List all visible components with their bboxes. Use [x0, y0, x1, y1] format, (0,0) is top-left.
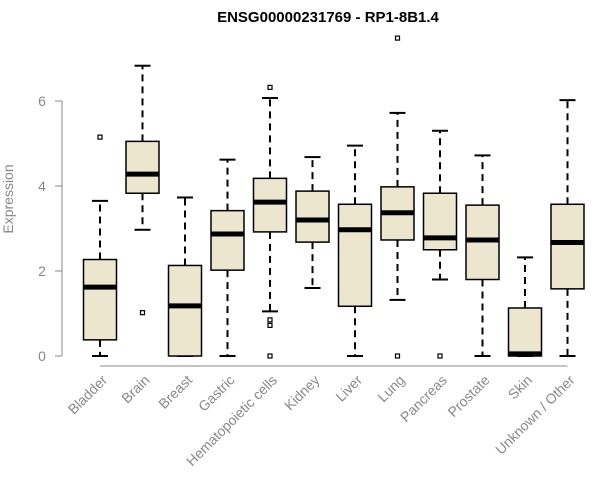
outlier-point: [267, 353, 273, 359]
box-breast: [167, 196, 203, 357]
x-tick-label: Breast: [155, 372, 195, 412]
y-tick-label: 2: [38, 263, 46, 279]
outlier-point: [394, 35, 401, 41]
x-tick-label: Brain: [118, 372, 152, 406]
x-tick-label: Skin: [505, 372, 536, 403]
box-prostate: [465, 154, 500, 357]
y-axis-label: Expression: [0, 164, 16, 233]
box-iqr: [167, 264, 203, 357]
boxes-group: [82, 35, 585, 359]
box-iqr: [550, 203, 585, 290]
outlier-point: [267, 84, 273, 91]
x-tick-label: Unknown / Other: [492, 372, 578, 458]
y-axis: 0 2 4 6: [38, 93, 568, 367]
outlier-point: [139, 310, 146, 316]
box-kidney: [295, 156, 330, 289]
y-tick-label: 6: [38, 93, 46, 109]
box-iqr: [295, 190, 330, 243]
box-iqr: [337, 203, 373, 308]
box-iqr: [507, 307, 543, 357]
x-tick-label: Liver: [332, 372, 365, 405]
x-tick-label: Prostate: [444, 372, 492, 420]
box-gastric: [210, 158, 245, 357]
box-bladder: [82, 134, 118, 357]
chart-title: ENSG00000231769 - RP1-8B1.4: [217, 9, 439, 26]
x-tick-label: Lung: [374, 372, 407, 405]
box-skin: [507, 256, 543, 357]
box-iqr: [82, 258, 118, 341]
box-iqr: [125, 140, 160, 194]
box-brain: [125, 64, 160, 316]
y-tick-label: 0: [38, 348, 46, 364]
box-lung: [380, 35, 415, 359]
outlier-point: [97, 134, 103, 140]
outlier-point: [394, 353, 401, 359]
x-tick-label: Bladder: [65, 372, 111, 418]
box-liver: [337, 144, 373, 357]
box-iqr: [252, 177, 288, 233]
box-iqr: [422, 192, 458, 251]
x-tick-label: Pancreas: [397, 372, 450, 425]
box-iqr: [210, 209, 245, 271]
outlier-point: [267, 322, 273, 328]
box-hematopoietic-cells: [252, 84, 288, 359]
outlier-point: [437, 353, 443, 359]
y-tick-label: 4: [38, 178, 46, 194]
box-unknown-other: [550, 99, 585, 357]
box-pancreas: [422, 129, 458, 359]
outlier-point: [267, 317, 273, 323]
x-tick-label: Kidney: [281, 372, 323, 414]
